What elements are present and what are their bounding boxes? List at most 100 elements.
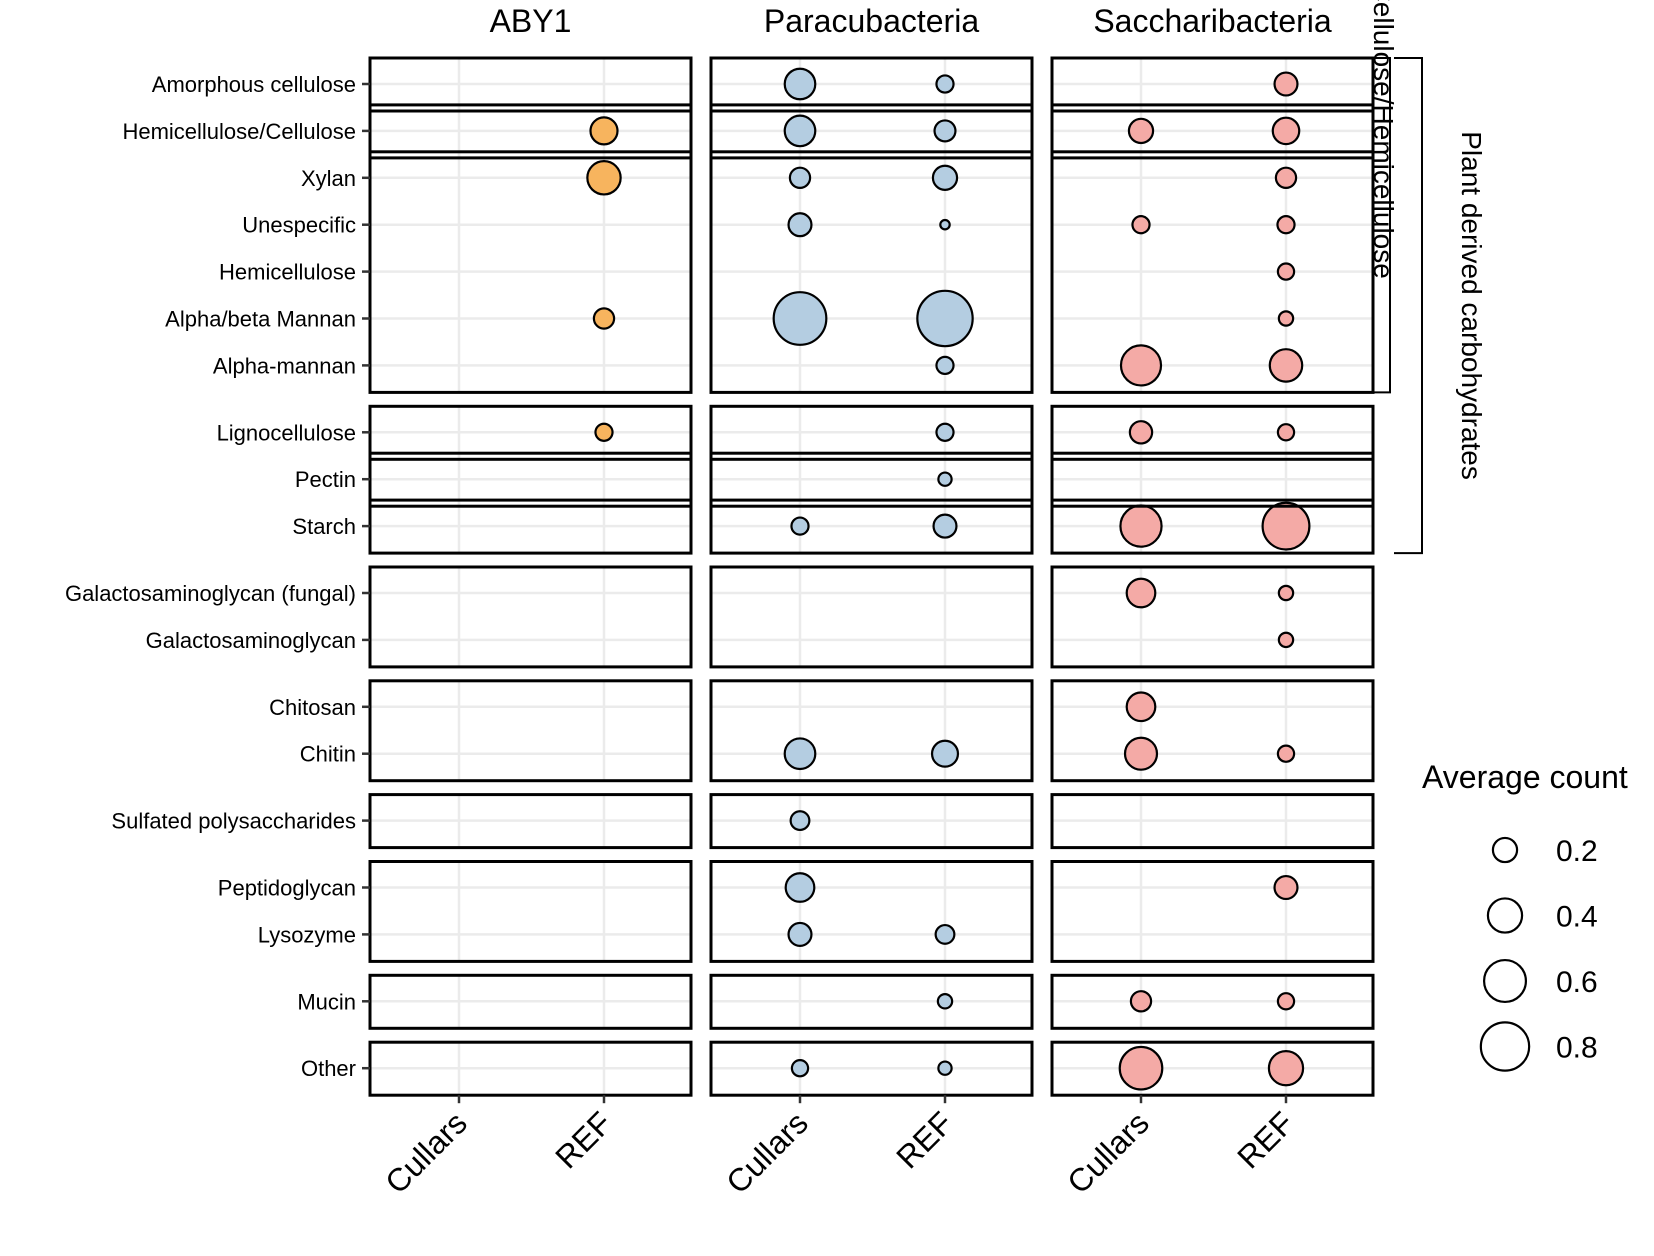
legend-key-0 (1491, 836, 1519, 864)
bubble-paracubacteria-ref-hemicellulose-cellulose (933, 119, 957, 143)
bubble-paracubacteria-ref-alpha-beta-mannan (916, 289, 974, 348)
bubble-saccharibacteria-ref-amorphous-cellulose (1273, 71, 1299, 97)
bubble-paracubacteria-ref-chitin (930, 739, 960, 768)
bubble-aby1-ref-xylan (586, 160, 622, 196)
bubble-aby1-ref-alpha-beta-mannan (592, 307, 616, 330)
strip-label-plant-derived-carbohydrates: Plant derived carbohydrates (1456, 131, 1487, 480)
facet-title-aby1: ABY1 (490, 3, 572, 39)
bubble-saccharibacteria-ref-other (1267, 1050, 1305, 1087)
panel-frame (709, 793, 1034, 850)
bubble-paracubacteria-ref-pectin (937, 471, 953, 487)
bubble-saccharibacteria-ref-alpha-mannan (1268, 348, 1304, 383)
y-tick-label: Chitosan (269, 695, 356, 720)
bubble-paracubacteria-ref-other (937, 1060, 953, 1076)
bracket-plant-derived-carbohydrates (1394, 57, 1423, 555)
y-tick-label: Xylan (301, 166, 356, 191)
x-tick-label: Cullars (378, 1105, 474, 1201)
panel-frame (709, 565, 1034, 669)
bubble-saccharibacteria-cullars-lignocellulose (1128, 420, 1154, 445)
bubble-saccharibacteria-ref-hemicellulose-cellulose (1271, 116, 1301, 146)
legend-label-0: 0.2 (1556, 835, 1598, 868)
y-tick-label: Galactosaminoglycan (fungal) (65, 581, 356, 606)
bubble-paracubacteria-cullars-xylan (788, 166, 812, 190)
y-tick-label: Starch (292, 514, 356, 539)
panel-frame (709, 56, 1034, 113)
panel-frame (1050, 973, 1375, 1030)
bubble-paracubacteria-cullars-unespecific (787, 212, 813, 238)
bubble-paracubacteria-cullars-lysozyme (787, 921, 813, 947)
bubble-paracubacteria-ref-amorphous-cellulose (935, 74, 955, 94)
bubble-paracubacteria-ref-mucin (936, 993, 954, 1010)
bubble-saccharibacteria-cullars-mucin (1129, 990, 1153, 1013)
panel-frame (1050, 404, 1375, 461)
bubble-saccharibacteria-ref-mucin (1276, 992, 1296, 1011)
bubble-saccharibacteria-ref-chitin (1276, 744, 1296, 763)
x-tick-label: REF (1230, 1105, 1301, 1176)
panel-frame (709, 451, 1034, 508)
bubble-saccharibacteria-ref-xylan (1274, 166, 1298, 190)
bubble-saccharibacteria-cullars-hemicellulose-cellulose (1127, 117, 1155, 145)
bubble-saccharibacteria-ref-unespecific (1276, 215, 1296, 235)
panel-frame (1050, 150, 1375, 394)
panel-frame (1050, 56, 1375, 113)
bubble-saccharibacteria-cullars-unespecific (1131, 215, 1151, 235)
panel-frame (709, 860, 1034, 963)
y-tick-label: Hemicellulose/Cellulose (122, 119, 356, 144)
y-tick-label: Pectin (295, 467, 356, 492)
panel-frame (1050, 565, 1375, 669)
x-tick-label: Cullars (1060, 1105, 1156, 1201)
y-tick-label: Lignocellulose (217, 420, 356, 445)
y-tick-label: Sulfated polysaccharides (111, 809, 356, 834)
facet-title-paracubacteria: Paracubacteria (764, 3, 979, 39)
panel-frame (1050, 451, 1375, 508)
legend-key-3 (1479, 1021, 1531, 1072)
x-tick-label: REF (889, 1105, 960, 1176)
panel-frame (709, 498, 1034, 555)
legend-key-2 (1482, 958, 1528, 1004)
bubble-saccharibacteria-cullars-chitosan (1125, 691, 1157, 723)
bubble-paracubacteria-ref-lignocellulose (935, 422, 955, 442)
legend-label-1: 0.4 (1556, 901, 1598, 934)
panel-frame (368, 565, 693, 669)
bubble-saccharibacteria-cullars-galactosaminoglycan-fungal (1125, 577, 1157, 609)
bubble-paracubacteria-cullars-sulfated-polysaccharides (789, 810, 811, 832)
panel-frame (368, 679, 693, 783)
bubble-paracubacteria-cullars-other (790, 1058, 810, 1078)
panel-frame (1050, 1040, 1375, 1097)
strip-label-cellulose-hemicellulose: Cellulose/Hemicellulose (1368, 0, 1399, 279)
x-tick-label: Cullars (719, 1105, 815, 1201)
legend-key-1 (1486, 897, 1524, 934)
y-tick-label: Amorphous cellulose (152, 72, 356, 97)
bubble-saccharibacteria-cullars-alpha-mannan (1119, 344, 1163, 387)
panel-frame (709, 150, 1034, 394)
y-tick-label: Mucin (297, 989, 356, 1014)
panel-frame (709, 404, 1034, 461)
bubble-saccharibacteria-ref-lignocellulose (1276, 423, 1296, 442)
bubble-saccharibacteria-ref-galactosaminoglycan (1277, 631, 1295, 649)
panel-frame (709, 1040, 1034, 1097)
panel-frame (1050, 498, 1375, 555)
bracket-cellulose-hemicellulose (1362, 57, 1391, 394)
y-tick-label: Lysozyme (258, 922, 356, 947)
panel-frame (1050, 860, 1375, 963)
panel-frame (709, 679, 1034, 783)
bubble-paracubacteria-cullars-alpha-beta-mannan (772, 291, 828, 346)
panel-frame (709, 103, 1034, 160)
y-tick-label: Alpha-mannan (213, 353, 356, 378)
bubble-paracubacteria-cullars-amorphous-cellulose (783, 67, 817, 101)
legend-title: Average count (1422, 759, 1628, 795)
facet-title-saccharibacteria: Saccharibacteria (1093, 3, 1332, 39)
y-tick-label: Galactosaminoglycan (146, 628, 356, 653)
bubble-saccharibacteria-cullars-chitin (1123, 736, 1159, 771)
bubble-aby1-ref-lignocellulose (594, 422, 614, 442)
panel-frame (1050, 793, 1375, 850)
bubble-saccharibacteria-ref-hemicellulose (1276, 262, 1296, 281)
legend-label-2: 0.6 (1556, 966, 1598, 999)
y-tick-label: Chitin (300, 742, 356, 767)
y-tick-label: Hemicellulose (219, 260, 356, 285)
legend-label-3: 0.8 (1556, 1032, 1598, 1065)
bubble-paracubacteria-ref-xylan (931, 164, 959, 191)
bubble-paracubacteria-ref-unespecific (939, 218, 951, 231)
bubble-saccharibacteria-ref-galactosaminoglycan-fungal (1277, 584, 1295, 602)
